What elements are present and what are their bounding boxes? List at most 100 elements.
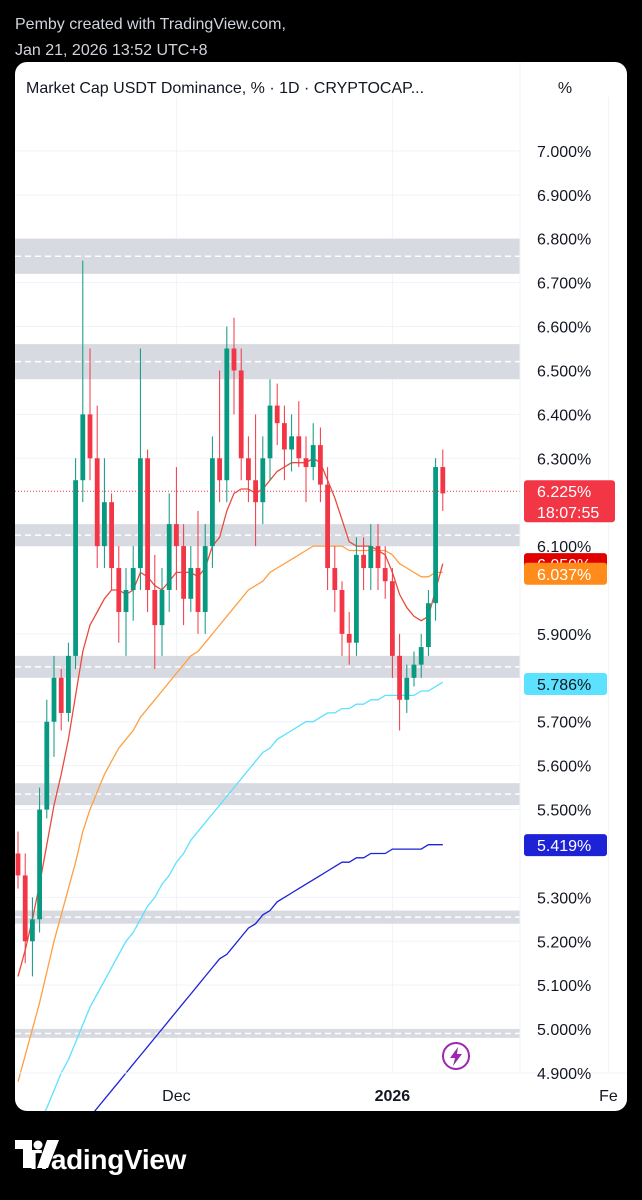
candle bbox=[375, 524, 381, 590]
candle bbox=[354, 537, 359, 656]
candle bbox=[166, 493, 172, 612]
candle bbox=[51, 655, 57, 757]
y-tick-label: 6.100% bbox=[537, 539, 591, 556]
flash-button[interactable] bbox=[442, 1042, 470, 1070]
candle-body bbox=[339, 590, 345, 634]
candlestick-chart[interactable]: 7.000% 6.900% 6.800% 6.700% 6.600% 6.500% 6.40… bbox=[15, 62, 627, 1111]
last-price-badge: 6.225% 18:07:55 bbox=[524, 480, 615, 523]
y-tick-label: 6.500% bbox=[537, 363, 591, 380]
candle bbox=[87, 348, 93, 481]
candle-body bbox=[274, 405, 280, 424]
y-tick-label: 6.900% bbox=[537, 188, 591, 205]
candle-body bbox=[44, 721, 50, 810]
candle bbox=[433, 458, 438, 621]
candle-body bbox=[260, 458, 266, 503]
candle bbox=[346, 611, 352, 665]
candle bbox=[73, 458, 78, 670]
candle-body bbox=[426, 603, 431, 648]
x-tick-label: Fe bbox=[599, 1088, 618, 1105]
export-timestamp: Jan 21, 2026 13:52 UTC+8 bbox=[15, 42, 208, 59]
candle-body bbox=[210, 458, 215, 547]
candle-body bbox=[433, 467, 438, 604]
candle bbox=[123, 568, 129, 656]
candle-body bbox=[188, 568, 194, 599]
candle-body bbox=[217, 458, 222, 481]
candle-body bbox=[346, 633, 352, 643]
symbol-title[interactable]: Market Cap USDT Dominance, % · 1D · CRYP… bbox=[26, 80, 425, 97]
candle bbox=[224, 326, 230, 503]
last-price-badge-bg bbox=[524, 480, 615, 523]
x-tick-label: Dec bbox=[162, 1088, 190, 1105]
candle bbox=[318, 427, 323, 503]
candle bbox=[174, 467, 179, 590]
candle-body bbox=[130, 568, 136, 590]
candle-body bbox=[123, 590, 129, 612]
candle bbox=[390, 568, 395, 678]
export-author-line: Pemby created with TradingView.com, bbox=[15, 16, 286, 33]
candle-body bbox=[166, 524, 172, 590]
price-badge-bg bbox=[524, 834, 607, 857]
candle-body bbox=[303, 458, 309, 468]
candle bbox=[282, 405, 287, 481]
candle-body bbox=[246, 458, 251, 481]
candle bbox=[339, 581, 345, 656]
price-badge-label: 5.419% bbox=[537, 838, 591, 855]
candle-body bbox=[102, 502, 107, 547]
candle bbox=[440, 449, 446, 511]
candle-body bbox=[15, 853, 21, 876]
y-tick-label: 5.500% bbox=[537, 803, 591, 820]
candle bbox=[138, 348, 143, 590]
candle bbox=[397, 633, 402, 731]
chart-panel[interactable]: 7.000% 6.900% 6.800% 6.700% 6.600% 6.500% 6.40… bbox=[15, 62, 627, 1111]
candle-body bbox=[354, 554, 359, 643]
candle bbox=[310, 423, 316, 481]
ma-line-long bbox=[44, 681, 444, 1111]
candle bbox=[145, 449, 150, 612]
candle bbox=[426, 590, 431, 656]
candle bbox=[44, 699, 50, 819]
tradingview-logo-icon bbox=[15, 1140, 59, 1168]
candle bbox=[210, 436, 215, 569]
candle bbox=[289, 414, 294, 472]
lightning-icon bbox=[450, 1047, 462, 1066]
tradingview-logo: TradingView bbox=[15, 1140, 186, 1180]
candle-body bbox=[202, 546, 208, 612]
price-badge-label: 6.037% bbox=[537, 567, 591, 584]
scale-unit-label[interactable]: % bbox=[557, 80, 573, 97]
candle-body bbox=[87, 414, 93, 459]
y-tick-label: 6.400% bbox=[537, 407, 591, 424]
candle-body bbox=[224, 348, 230, 481]
candle bbox=[368, 524, 374, 590]
candle-body bbox=[195, 568, 201, 612]
candle-body bbox=[368, 546, 374, 569]
candle bbox=[116, 546, 122, 643]
candle bbox=[382, 546, 388, 599]
candle-body bbox=[30, 919, 35, 942]
candle bbox=[109, 493, 114, 590]
candle bbox=[332, 546, 338, 612]
candle bbox=[217, 370, 222, 503]
candle-body bbox=[238, 370, 244, 459]
y-tick-label: 5.300% bbox=[537, 890, 591, 907]
y-tick-label: 6.700% bbox=[537, 276, 591, 293]
candle-body bbox=[116, 568, 122, 612]
candle bbox=[231, 317, 237, 415]
candle-body bbox=[231, 348, 237, 371]
y-tick-label: 5.700% bbox=[537, 715, 591, 732]
candle-body bbox=[109, 502, 114, 569]
candle-body bbox=[267, 405, 273, 459]
price-badge-label: 5.786% bbox=[537, 677, 591, 694]
y-tick-label: 4.900% bbox=[537, 1066, 591, 1083]
candle bbox=[325, 467, 330, 590]
candle-body bbox=[73, 480, 78, 656]
candle bbox=[130, 546, 136, 621]
candle-body bbox=[181, 546, 186, 599]
candle-body bbox=[58, 677, 64, 713]
y-tick-label: 6.800% bbox=[537, 232, 591, 249]
candle-body bbox=[310, 445, 316, 468]
candle bbox=[58, 669, 64, 731]
candle bbox=[30, 897, 35, 977]
candle bbox=[80, 260, 86, 503]
candle-body bbox=[152, 590, 158, 626]
candle-body bbox=[80, 414, 86, 481]
